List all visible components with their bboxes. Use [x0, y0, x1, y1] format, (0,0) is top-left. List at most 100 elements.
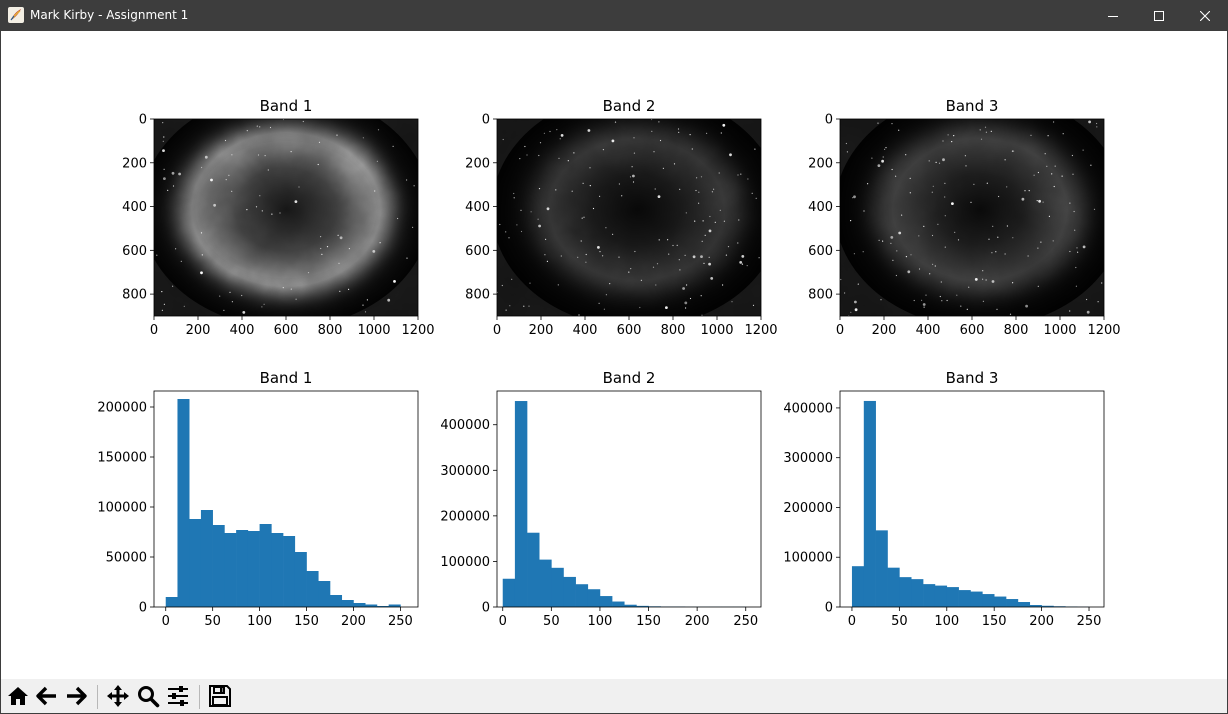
histogram-bar [1006, 599, 1019, 607]
save-button[interactable] [206, 682, 234, 710]
star [374, 190, 376, 192]
star [520, 230, 523, 233]
star [1051, 173, 1053, 175]
histogram-bar [271, 533, 284, 607]
star [931, 191, 933, 193]
star [558, 157, 560, 159]
star [583, 216, 585, 218]
star [931, 234, 934, 237]
star [679, 188, 681, 190]
minimize-button[interactable] [1090, 0, 1136, 31]
star [657, 195, 661, 199]
x-tick-label: 100 [588, 614, 613, 629]
star [392, 145, 394, 147]
home-button[interactable] [4, 682, 32, 710]
pan-button[interactable] [104, 682, 132, 710]
image-panel-1: Band 1 0 200 400 600 800 1000 1200 0 200 400 600 800 [122, 97, 434, 338]
y-tick-label: 0 [139, 601, 147, 616]
configure-subplots-button[interactable] [164, 682, 192, 710]
star [633, 152, 636, 154]
histogram-title: Band 3 [946, 369, 999, 387]
star [890, 236, 894, 239]
star [951, 202, 954, 206]
axes-frame [153, 390, 419, 608]
star [909, 177, 911, 179]
x-tick-label: 200 [1029, 614, 1054, 629]
star [516, 224, 518, 226]
star [605, 294, 608, 296]
star [929, 273, 931, 275]
star [857, 283, 859, 285]
histogram-bar [318, 581, 331, 607]
star [348, 288, 350, 290]
star [918, 235, 920, 237]
star [692, 255, 696, 259]
star [684, 301, 688, 305]
figure-canvas[interactable]: Band 1 0 200 400 600 800 1000 1200 0 200 400 600 800… [0, 31, 1228, 679]
star [162, 140, 164, 142]
star [698, 202, 700, 204]
star [602, 149, 605, 151]
star [519, 158, 521, 160]
forward-button[interactable] [62, 682, 90, 710]
star [979, 129, 981, 131]
star [746, 265, 748, 267]
star [665, 306, 668, 309]
star [722, 284, 724, 286]
star [682, 287, 685, 290]
star [1088, 120, 1091, 124]
star [659, 139, 662, 142]
star [891, 168, 893, 171]
histogram-bar [212, 525, 225, 607]
star [172, 285, 174, 287]
star [545, 238, 547, 240]
star [302, 120, 304, 123]
star [928, 160, 930, 162]
histogram-bar [612, 601, 625, 607]
histogram-title: Band 2 [603, 369, 656, 387]
star [618, 256, 620, 258]
star [880, 299, 882, 301]
star [271, 213, 273, 215]
close-button[interactable] [1182, 0, 1228, 31]
python-feather-icon[interactable] [8, 7, 24, 23]
star [508, 237, 510, 239]
star [397, 217, 399, 220]
star [585, 253, 587, 256]
histogram-bar [994, 596, 1007, 607]
star [413, 185, 415, 187]
zoom-button[interactable] [134, 682, 162, 710]
window-title: Mark Kirby - Assignment 1 [30, 8, 189, 22]
star [850, 220, 852, 222]
star [996, 308, 998, 310]
histogram-bar [224, 533, 237, 607]
histogram-bar [946, 587, 959, 607]
star [907, 270, 911, 274]
star [941, 300, 943, 302]
histogram-bar [376, 606, 389, 607]
star [654, 188, 656, 190]
maximize-icon [1154, 10, 1164, 21]
nebula-image [154, 119, 418, 316]
back-button[interactable] [33, 682, 61, 710]
star [947, 134, 949, 136]
x-tick-label: 200 [186, 323, 211, 338]
y-tick-label: 400 [122, 200, 147, 215]
star [942, 140, 944, 142]
star [1036, 200, 1038, 202]
x-tick-label: 1000 [1043, 323, 1076, 338]
star [530, 211, 532, 213]
star [264, 155, 266, 157]
maximize-button[interactable] [1136, 0, 1182, 31]
star [1097, 301, 1099, 303]
y-tick-label: 600 [465, 244, 490, 259]
star [379, 242, 381, 244]
star [673, 163, 676, 165]
title-bar: Mark Kirby - Assignment 1 [0, 0, 1228, 31]
star [980, 138, 983, 140]
y-tick-label: 0 [825, 601, 833, 616]
star [1037, 285, 1039, 287]
star [708, 256, 710, 258]
star [348, 248, 350, 250]
star [668, 253, 670, 255]
